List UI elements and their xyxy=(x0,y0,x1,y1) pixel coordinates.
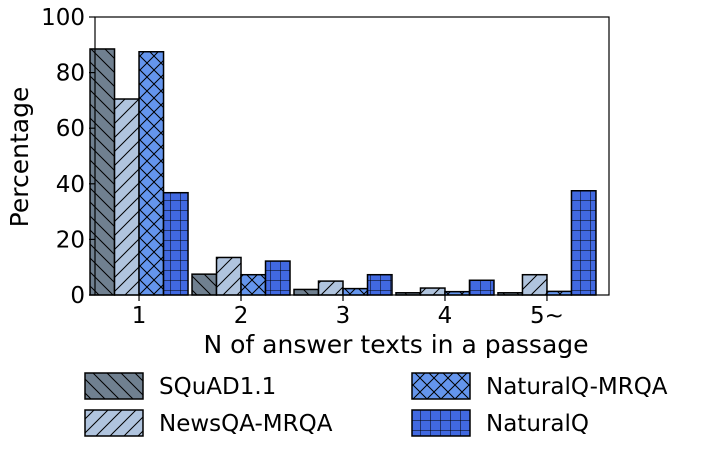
x-tick-label-0: 1 xyxy=(132,303,147,329)
y-axis-label: Percentage xyxy=(5,87,34,228)
bar-naturalq-mrqa-1 xyxy=(240,273,267,296)
bar-naturalq-2 xyxy=(366,273,393,296)
legend: SQuAD1.1 NewsQA-MRQA NaturalQ-MRQA NaturalQ xyxy=(84,372,668,437)
x-tick-label-3: 4 xyxy=(438,303,453,329)
bar-newsqa-mrqa-4 xyxy=(521,273,548,296)
legend-item-naturalq-mrqa: NaturalQ-MRQA xyxy=(411,372,668,400)
bar-naturalq-0 xyxy=(162,191,189,296)
x-tick-label-2: 3 xyxy=(336,303,351,329)
bar-naturalq-mrqa-2 xyxy=(342,287,369,296)
legend-item-newsqa-mrqa: NewsQA-MRQA xyxy=(84,409,333,437)
bar-squad1-1-2 xyxy=(293,288,320,296)
y-tick-label-40: 40 xyxy=(56,172,85,198)
bar-newsqa-mrqa-0 xyxy=(113,98,140,296)
bar-naturalq-1 xyxy=(264,260,291,296)
y-tick-label-100: 100 xyxy=(41,5,85,31)
legend-label: NaturalQ-MRQA xyxy=(486,374,668,400)
bar-naturalq-3 xyxy=(468,279,495,296)
x-tick-label-4: 5~ xyxy=(530,303,564,329)
y-tick-label-80: 80 xyxy=(56,61,85,87)
bar-naturalq-4 xyxy=(570,190,597,296)
x-axis-label: N of answer texts in a passage xyxy=(203,330,588,359)
bar-naturalq-mrqa-0 xyxy=(138,51,165,296)
x-tick-label-1: 2 xyxy=(234,303,249,329)
bar-squad1-1-0 xyxy=(89,48,116,296)
bar-newsqa-mrqa-3 xyxy=(419,287,446,296)
y-tick-label-0: 0 xyxy=(70,283,85,309)
legend-label: SQuAD1.1 xyxy=(159,374,276,400)
bar-squad1-1-1 xyxy=(191,273,218,296)
bar-newsqa-mrqa-1 xyxy=(215,256,242,296)
legend-label: NewsQA-MRQA xyxy=(159,411,333,437)
axes-frame xyxy=(94,16,610,296)
legend-item-naturalq: NaturalQ xyxy=(411,409,589,437)
y-tick-label-60: 60 xyxy=(56,116,85,142)
legend-label: NaturalQ xyxy=(486,411,589,437)
legend-item-squad1-1: SQuAD1.1 xyxy=(84,372,276,400)
plot-area: 0 20 40 60 80 100 1 2 3 4 5~ xyxy=(41,5,610,329)
y-tick-label-20: 20 xyxy=(56,227,85,253)
bar-newsqa-mrqa-2 xyxy=(317,280,344,296)
